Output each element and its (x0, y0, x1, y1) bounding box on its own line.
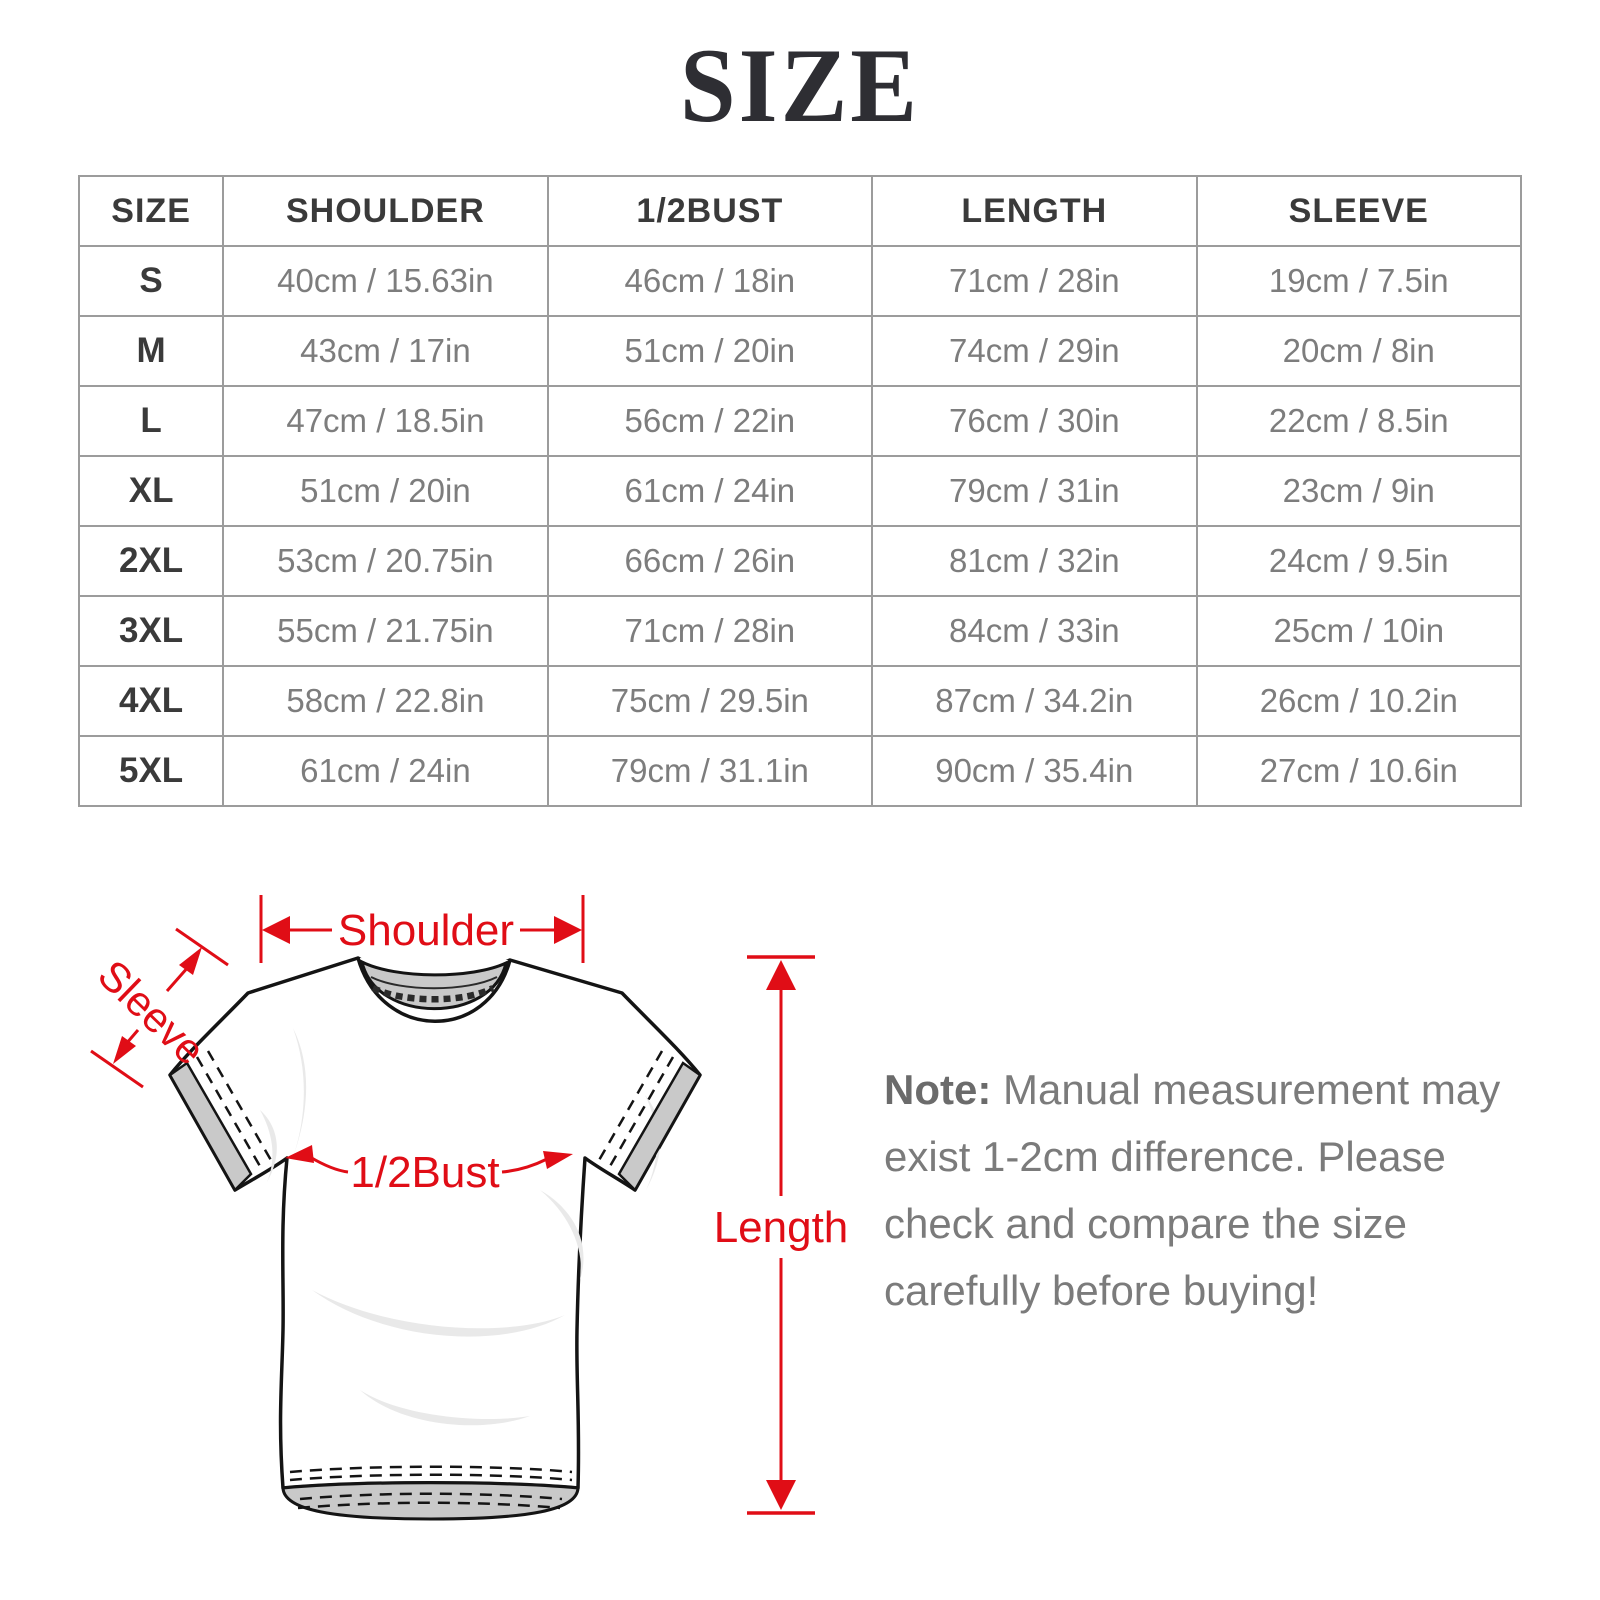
measurement-cell: 56cm / 22in (546, 385, 874, 457)
measurement-cell: 51cm / 20in (222, 455, 549, 527)
size-label: 2XL (77, 525, 225, 597)
measurement-cell: 27cm / 10.6in (1195, 735, 1522, 807)
measurement-cell: 47cm / 18.5in (222, 385, 549, 457)
note-line-3: check and compare the size (884, 1200, 1407, 1247)
tshirt-outline (168, 956, 702, 1490)
table-row: XL 51cm / 20in 61cm / 24in 79cm / 31in 2… (77, 455, 1522, 527)
bust-arrowhead-left (285, 1145, 314, 1163)
tshirt-illustration (168, 956, 702, 1521)
measurement-cell: 19cm / 7.5in (1195, 245, 1522, 317)
table-header-row: SIZE SHOULDER 1/2BUST LENGTH SLEEVE (77, 175, 1522, 247)
measurement-cell: 66cm / 26in (546, 525, 874, 597)
shoulder-arrowhead-right (554, 916, 582, 944)
size-label: XL (77, 455, 225, 527)
column-header-shoulder: SHOULDER (222, 175, 549, 247)
measurement-cell: 53cm / 20.75in (222, 525, 549, 597)
shoulder-label: Shoulder (338, 906, 514, 955)
measurement-cell: 40cm / 15.63in (222, 245, 549, 317)
note-text: Note: Manual measurement may exist 1-2cm… (884, 1056, 1534, 1324)
measurement-cell: 51cm / 20in (546, 315, 874, 387)
tshirt-measurement-diagram: Shoulder Sleeve 1/2Bust (89, 895, 849, 1521)
bust-line-left (309, 1155, 349, 1174)
table-row: 2XL 53cm / 20.75in 66cm / 26in 81cm / 32… (77, 525, 1522, 597)
measurement-cell: 71cm / 28in (871, 245, 1198, 317)
sleeve-arrowhead-upper (179, 947, 202, 975)
table-row: 5XL 61cm / 24in 79cm / 31.1in 90cm / 35.… (77, 735, 1522, 807)
measurement-cell: 61cm / 24in (546, 455, 874, 527)
measurement-cell: 87cm / 34.2in (871, 665, 1198, 737)
shoulder-dimension: Shoulder (259, 895, 585, 963)
right-cuff-stitches (596, 1050, 675, 1169)
note-line-2: exist 1-2cm difference. Please (884, 1133, 1446, 1180)
size-label: L (77, 385, 225, 457)
measurement-cell: 22cm / 8.5in (1195, 385, 1522, 457)
column-header-sleeve: SLEEVE (1195, 175, 1522, 247)
column-header-size: SIZE (77, 175, 225, 247)
table-row: 3XL 55cm / 21.75in 71cm / 28in 84cm / 33… (77, 595, 1522, 667)
size-label: S (77, 245, 225, 317)
length-dimension: Length (714, 955, 849, 1515)
measurement-cell: 23cm / 9in (1195, 455, 1522, 527)
size-label: M (77, 315, 225, 387)
measurement-cell: 75cm / 29.5in (546, 665, 874, 737)
measurement-cell: 79cm / 31.1in (546, 735, 874, 807)
measurement-cell: 76cm / 30in (871, 385, 1198, 457)
measurement-cell: 58cm / 22.8in (222, 665, 549, 737)
measurement-cell: 46cm / 18in (546, 245, 874, 317)
measurement-cell: 25cm / 10in (1195, 595, 1522, 667)
measurement-cell: 74cm / 29in (871, 315, 1198, 387)
page-title: SIZE (680, 26, 920, 145)
table-row: M 43cm / 17in 51cm / 20in 74cm / 29in 20… (77, 315, 1522, 387)
bust-dimension: 1/2Bust (285, 1145, 573, 1197)
bust-label: 1/2Bust (350, 1148, 499, 1197)
hem-stitches-lower (297, 1492, 563, 1510)
bust-line-right (501, 1157, 548, 1174)
measurement-cell: 84cm / 33in (871, 595, 1198, 667)
shoulder-arrowhead-left (262, 916, 290, 944)
note-label: Note: (884, 1066, 992, 1113)
column-header-length: LENGTH (871, 175, 1198, 247)
size-label: 5XL (77, 735, 225, 807)
note-line: Note: Manual measurement may (884, 1056, 1534, 1123)
length-label: Length (714, 1203, 849, 1252)
size-table: SIZE SHOULDER 1/2BUST LENGTH SLEEVE S 40… (77, 175, 1522, 807)
table-row: 4XL 58cm / 22.8in 75cm / 29.5in 87cm / 3… (77, 665, 1522, 737)
size-label: 4XL (77, 665, 225, 737)
left-cuff (168, 1061, 253, 1193)
measurement-cell: 24cm / 9.5in (1195, 525, 1522, 597)
size-label: 3XL (77, 595, 225, 667)
table-row: S 40cm / 15.63in 46cm / 18in 71cm / 28in… (77, 245, 1522, 317)
sleeve-arrowhead-lower (113, 1036, 136, 1064)
sleeve-tick-lower (90, 1049, 144, 1089)
measurement-cell: 90cm / 35.4in (871, 735, 1198, 807)
sleeve-label: Sleeve (89, 951, 214, 1074)
table-row: L 47cm / 18.5in 56cm / 22in 76cm / 30in … (77, 385, 1522, 457)
length-arrowhead-down (766, 1480, 796, 1510)
measurement-cell: 61cm / 24in (222, 735, 549, 807)
hem-stitches-upper (289, 1465, 573, 1482)
note-line-4: carefully before buying! (884, 1267, 1319, 1314)
column-header-bust: 1/2BUST (546, 175, 874, 247)
collar-zigzag-stitch (371, 985, 495, 1003)
measurement-cell: 71cm / 28in (546, 595, 874, 667)
right-cuff (617, 1061, 702, 1193)
bust-arrowhead-right (543, 1151, 573, 1169)
measurement-cell: 43cm / 17in (222, 315, 549, 387)
note-line-1: Manual measurement may (1003, 1066, 1501, 1113)
left-cuff-stitches (195, 1050, 274, 1169)
measurement-cell: 81cm / 32in (871, 525, 1198, 597)
length-arrowhead-up (766, 960, 796, 990)
measurement-cell: 79cm / 31in (871, 455, 1198, 527)
bottom-hem-band (281, 1481, 580, 1521)
measurement-cell: 26cm / 10.2in (1195, 665, 1522, 737)
measurement-cell: 20cm / 8in (1195, 315, 1522, 387)
collar-stitch-line (370, 976, 498, 990)
measurement-cell: 55cm / 21.75in (222, 595, 549, 667)
measurement-annotations: Shoulder Sleeve 1/2Bust (89, 895, 849, 1515)
